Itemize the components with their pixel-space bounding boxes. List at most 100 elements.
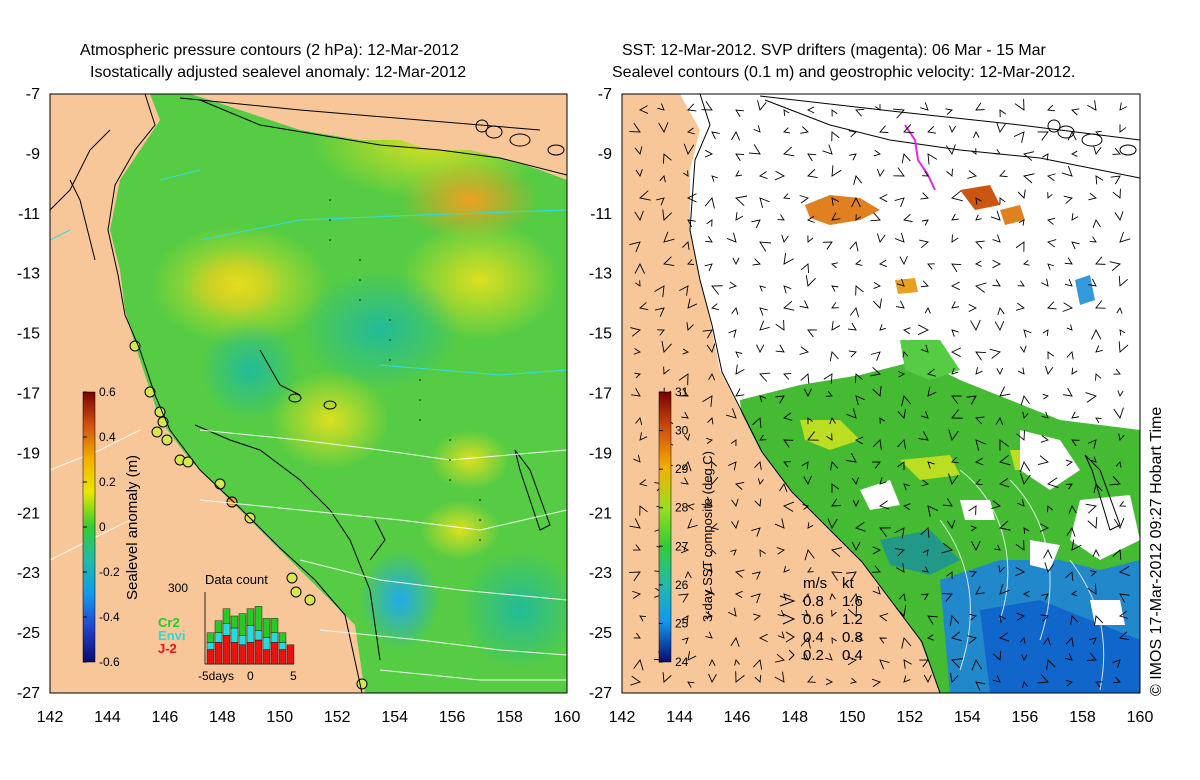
velocity-vector <box>872 386 882 397</box>
velocity-vector <box>1037 455 1049 465</box>
velocity-vector <box>917 324 930 336</box>
velocity-vector <box>969 570 977 578</box>
velocity-vector <box>1015 241 1025 252</box>
data-count-bar-cr2 <box>206 632 215 643</box>
velocity-vector <box>879 417 885 424</box>
velocity-vector <box>629 241 641 253</box>
x-tick-label: 146 <box>152 709 179 726</box>
velocity-vector <box>799 195 809 204</box>
velocity-vector <box>870 212 881 222</box>
velocity-vector <box>846 452 857 463</box>
velocity-vector <box>687 259 695 266</box>
velocity-vector <box>1065 679 1073 687</box>
x-tick-label: 160 <box>554 709 581 726</box>
velocity-vector <box>822 241 833 250</box>
velocity-vector <box>680 545 690 554</box>
velocity-vector <box>751 219 761 229</box>
velocity-vector <box>875 104 881 111</box>
velocity-vector <box>851 477 859 486</box>
velocity-vector <box>710 549 717 556</box>
velocity-vector <box>922 566 929 573</box>
velocity-vector <box>800 263 809 274</box>
velocity-vector <box>639 302 649 311</box>
velocity-vector <box>801 653 809 661</box>
velocity-vector <box>800 126 809 134</box>
data-count-xtick-zero: 0 <box>247 669 254 683</box>
velocity-vector <box>709 475 719 485</box>
velocity-vector <box>1113 368 1121 375</box>
data-count-bar-cr2 <box>270 618 279 634</box>
velocity-vector <box>807 329 817 338</box>
colorbar-tick-label: 29 <box>675 462 689 476</box>
colorbar-tick-label: -0.2 <box>99 565 120 579</box>
colorbar-tick-label: 0.6 <box>99 385 116 399</box>
velocity-vector <box>1047 301 1057 310</box>
velocity-vector <box>633 659 644 671</box>
velocity-vector <box>855 214 861 221</box>
velocity-vector <box>1043 548 1053 559</box>
y-tick-label: -11 <box>18 206 40 223</box>
velocity-vector <box>1116 306 1123 314</box>
colorbar-tick-label: -0.4 <box>99 610 120 624</box>
velocity-vector <box>629 122 641 133</box>
data-count-xtick-start: -5days <box>198 669 234 683</box>
velocity-vector <box>783 285 792 294</box>
velocity-vector <box>975 439 987 451</box>
velocity-vector <box>1017 189 1026 199</box>
velocity-vector <box>975 282 987 293</box>
velocity-vector <box>831 131 840 142</box>
velocity-vector <box>1070 615 1079 625</box>
velocity-vector <box>825 390 833 397</box>
velocity-vector <box>1071 367 1078 375</box>
velocity-vector <box>1109 261 1121 272</box>
velocity-vector <box>898 593 906 602</box>
velocity-vector <box>966 395 977 405</box>
velocity-vector <box>682 461 692 472</box>
velocity-vector <box>728 329 737 338</box>
velocity-vector <box>851 196 861 208</box>
velocity-vector <box>775 395 785 404</box>
velocity-vector <box>1042 329 1049 337</box>
velocity-vector <box>992 650 1002 661</box>
velocity-vector <box>898 371 906 378</box>
velocity-vector <box>951 409 963 419</box>
velocity-vector <box>968 303 978 313</box>
velocity-vector <box>975 416 985 425</box>
velocity-vector <box>682 348 690 355</box>
velocity-vector <box>1064 278 1073 287</box>
velocity-vector <box>1040 435 1049 443</box>
velocity-vector <box>759 171 768 179</box>
velocity-vector <box>687 681 695 688</box>
velocity-vector <box>781 234 789 243</box>
velocity-vector <box>949 615 960 627</box>
velocity-vector <box>633 348 641 355</box>
velocity-vector <box>942 497 953 507</box>
velocity-legend-ms-header: m/s <box>803 575 827 592</box>
y-tick-label: -11 <box>590 206 612 223</box>
velocity-vector <box>951 395 962 405</box>
velocity-vector <box>1022 590 1030 598</box>
velocity-vector <box>654 285 665 298</box>
velocity-vector <box>991 500 1001 509</box>
velocity-vector <box>1020 395 1030 406</box>
data-count-bar-j2 <box>262 649 271 665</box>
velocity-vector <box>654 307 665 317</box>
velocity-vector <box>663 366 670 375</box>
velocity-vector <box>748 144 761 155</box>
velocity-vector <box>657 329 665 336</box>
velocity-vector <box>854 436 864 445</box>
velocity-vector <box>920 410 929 419</box>
velocity-vector <box>1041 278 1049 287</box>
velocity-vector <box>783 252 794 265</box>
velocity-vector <box>1021 654 1028 662</box>
velocity-vector <box>663 256 675 266</box>
data-count-bar-cr2 <box>238 613 247 636</box>
legend-j2: J-2 <box>158 641 177 656</box>
velocity-vector <box>662 672 672 683</box>
velocity-vector <box>1086 652 1097 661</box>
colorbar-tick-label: 25 <box>675 616 689 630</box>
velocity-vector <box>1118 433 1125 441</box>
velocity-vector <box>849 241 859 252</box>
y-tick-label: -19 <box>589 445 612 462</box>
velocity-vector <box>799 346 809 355</box>
